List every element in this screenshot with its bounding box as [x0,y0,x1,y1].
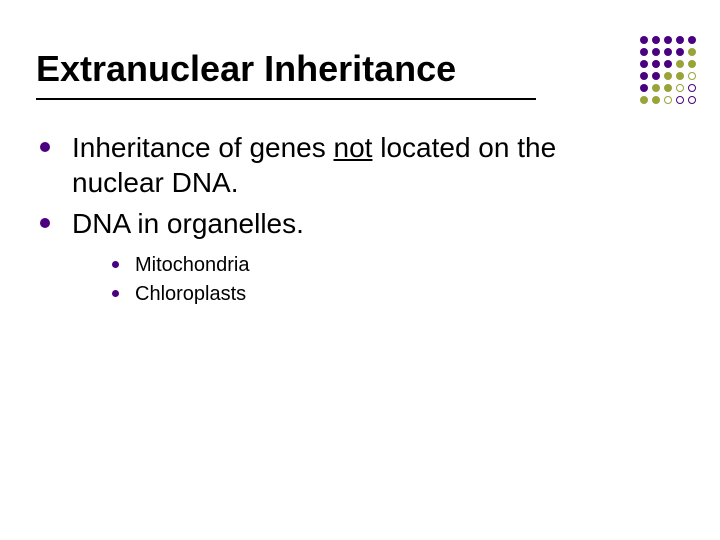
decor-dot-icon [688,48,696,56]
text-fragment: Inheritance of genes [72,132,334,163]
bullet-text: DNA in organelles. [72,206,304,241]
decor-dot-icon [640,36,648,44]
decor-dot-icon [676,36,684,44]
decor-dot-icon [640,72,648,80]
decor-dot-icon [652,84,660,92]
decor-row [640,48,696,56]
sub-bullet-text: Mitochondria [135,253,250,278]
bullet-item-2: DNA in organelles. [40,206,640,241]
sub-bullet-item-2: Chloroplasts [112,282,640,307]
decor-dot-icon [652,60,660,68]
underlined-text: not [334,132,373,163]
decor-dot-icon [664,48,672,56]
decor-dot-icon [676,48,684,56]
bullet-dot-icon [40,142,50,152]
decor-dot-icon [688,84,696,92]
decor-dot-icon [640,60,648,68]
decor-dot-icon [640,84,648,92]
decor-row [640,60,696,68]
decor-dot-icon [640,48,648,56]
decor-dot-icon [664,36,672,44]
bullet-dot-icon [40,218,50,228]
slide: Extranuclear Inheritance Inheritance of … [0,0,720,540]
bullet-text: Inheritance of genes not located on the … [72,130,640,200]
decor-dot-icon [640,96,648,104]
decor-row [640,36,696,44]
sub-bullet-text: Chloroplasts [135,282,246,307]
decor-dot-icon [652,36,660,44]
bullet-item-1: Inheritance of genes not located on the … [40,130,640,200]
decor-dot-icon [652,72,660,80]
decor-dot-icon [676,72,684,80]
decor-dot-icon [664,96,672,104]
decor-row [640,96,696,104]
title-underline [36,98,536,100]
decor-dot-icon [688,96,696,104]
decor-dot-icon [664,60,672,68]
decor-dot-icon [676,84,684,92]
sub-bullet-item-1: Mitochondria [112,253,640,278]
decor-dot-icon [688,72,696,80]
slide-title: Extranuclear Inheritance [36,48,456,90]
bullet-dot-icon [112,261,119,268]
decor-dot-icon [652,96,660,104]
decor-dot-icon [676,96,684,104]
corner-dot-decoration [640,36,696,104]
decor-dot-icon [652,48,660,56]
decor-dot-icon [688,36,696,44]
decor-dot-icon [688,60,696,68]
decor-dot-icon [664,84,672,92]
decor-row [640,84,696,92]
content-area: Inheritance of genes not located on the … [40,130,640,311]
decor-row [640,72,696,80]
decor-dot-icon [664,72,672,80]
decor-dot-icon [676,60,684,68]
bullet-dot-icon [112,290,119,297]
sub-bullet-list: Mitochondria Chloroplasts [112,253,640,307]
